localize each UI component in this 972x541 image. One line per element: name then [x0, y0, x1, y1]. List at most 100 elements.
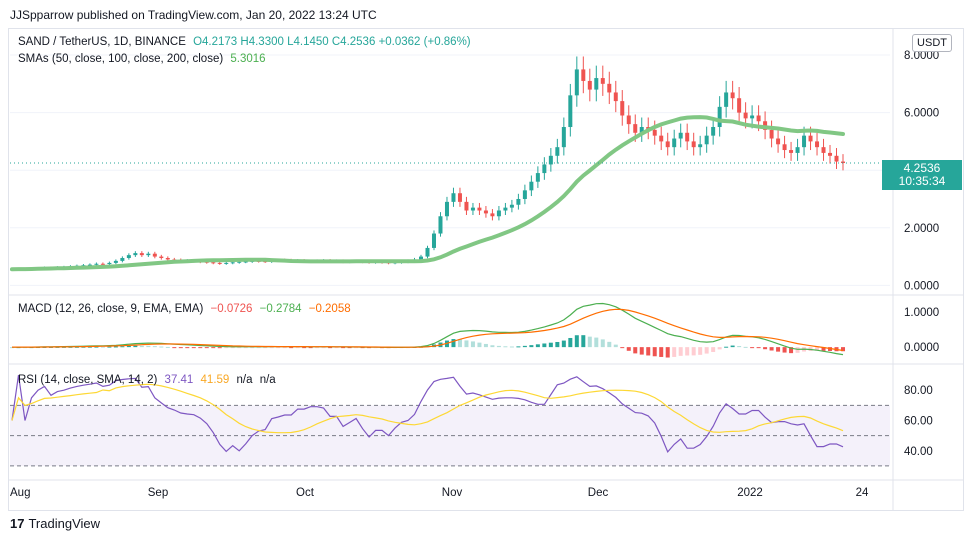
price-tick-label: 0.0000	[904, 280, 939, 292]
macd-histogram-bar	[685, 347, 690, 356]
chart-frame[interactable]	[8, 28, 964, 511]
macd-legend: MACD (12, 26, close, 9, EMA, EMA) −0.072…	[18, 303, 355, 315]
candle-body	[152, 253, 157, 257]
rsi-tick-label: 80.00	[904, 385, 933, 397]
macd-histogram-bar	[191, 347, 196, 349]
candle-body	[451, 193, 456, 202]
macd-histogram-bar	[776, 347, 781, 352]
last-price-badge: 4.2536 10:35:34	[882, 160, 962, 190]
candle-body	[613, 92, 618, 102]
macd-histogram-bar	[522, 345, 527, 348]
macd-histogram-bar	[237, 347, 242, 349]
rsi-legend: RSI (14, close, SMA, 14, 2) 37.41 41.59 …	[18, 374, 280, 386]
macd-histogram-bar	[652, 347, 657, 357]
rsi-ma-line	[11, 383, 844, 434]
macd-histogram-bar	[633, 347, 638, 354]
currency-button[interactable]: USDT	[912, 34, 952, 52]
candle-body	[626, 115, 631, 125]
candle-body	[737, 98, 742, 113]
candle-body	[211, 262, 216, 264]
candle-body	[815, 141, 820, 148]
rsi-tick-label: 40.00	[904, 446, 933, 458]
macd-histogram-bar	[737, 346, 742, 348]
candle-body	[730, 92, 735, 99]
macd-histogram-bar	[289, 347, 294, 349]
macd-histogram-bar	[555, 341, 560, 348]
macd-hist-value: −0.0726	[210, 303, 253, 315]
macd-histogram-bar	[483, 343, 488, 348]
macd-histogram-bar	[789, 347, 794, 354]
rsi-band-value-2: n/a	[259, 374, 276, 386]
tradingview-logo-icon: 17	[10, 516, 25, 531]
candle-body	[802, 135, 807, 148]
rsi-value: 37.41	[164, 374, 194, 386]
macd-histogram-bar	[750, 347, 755, 349]
candle-body	[776, 138, 781, 145]
candle-body	[483, 210, 488, 214]
macd-line	[12, 302, 844, 356]
candle-body	[769, 129, 774, 139]
macd-histogram-bar	[94, 346, 99, 348]
macd-histogram-bar	[457, 339, 462, 348]
candle-body	[470, 207, 475, 211]
macd-histogram-bar	[717, 347, 722, 350]
candle-body	[139, 253, 144, 256]
candle-body	[808, 135, 813, 142]
candle-body	[828, 152, 833, 156]
macd-histogram-bar	[561, 340, 566, 348]
macd-histogram-bar	[87, 346, 92, 348]
candle-body	[685, 132, 690, 142]
macd-tick-label: 1.0000	[904, 307, 939, 319]
candle-body	[600, 78, 605, 84]
macd-histogram-bar	[120, 346, 125, 348]
macd-histogram-bar	[341, 347, 346, 349]
macd-histogram-bar	[334, 347, 339, 349]
candle-body	[691, 141, 696, 148]
macd-histogram-bar	[198, 347, 203, 349]
macd-histogram-bar	[587, 336, 592, 348]
macd-histogram-bar	[581, 335, 586, 348]
candle-body	[535, 173, 540, 182]
macd-histogram-bar	[841, 347, 845, 352]
macd-histogram-bar	[678, 347, 683, 356]
macd-histogram-bar	[529, 345, 534, 348]
candle-body	[542, 164, 547, 174]
rsi-tick-label: 60.00	[904, 415, 933, 427]
candle-body	[568, 95, 573, 128]
macd-label: MACD (12, 26, close, 9, EMA, EMA)	[18, 303, 204, 315]
candle-body	[133, 253, 138, 256]
macd-histogram-bar	[146, 345, 151, 348]
candle-body	[94, 263, 99, 265]
macd-histogram-bar	[613, 344, 618, 348]
candle-body	[503, 207, 508, 211]
candle-body	[574, 69, 579, 96]
candle-body	[159, 256, 164, 259]
macd-histogram-bar	[724, 346, 729, 348]
candle-body	[230, 262, 235, 264]
rsi-line	[11, 375, 844, 454]
macd-histogram-bar	[769, 347, 774, 351]
macd-histogram-bar	[185, 347, 190, 349]
macd-histogram-bar	[302, 347, 307, 349]
candle-body	[431, 233, 436, 248]
rsi-label: RSI (14, close, SMA, 14, 2)	[18, 374, 158, 386]
macd-histogram-bar	[568, 337, 573, 348]
macd-histogram-bar	[496, 345, 501, 348]
candle-body	[100, 263, 105, 265]
price-tick-label: 6.0000	[904, 108, 939, 120]
macd-histogram-bar	[178, 347, 183, 349]
candle-body	[509, 204, 514, 208]
macd-histogram-bar	[821, 347, 826, 351]
time-tick-label: Nov	[442, 487, 463, 499]
macd-histogram-bar	[159, 346, 164, 348]
candle-body	[243, 261, 248, 263]
last-price-label: 4.2536	[903, 161, 941, 175]
footer-brand[interactable]: 17 TradingView	[10, 516, 100, 531]
macd-histogram-bar	[282, 347, 287, 349]
time-tick-label: 24	[856, 487, 869, 499]
macd-histogram-bar	[308, 347, 313, 349]
macd-histogram-bar	[139, 345, 144, 348]
candle-body	[522, 190, 527, 199]
macd-histogram-bar	[607, 341, 612, 348]
